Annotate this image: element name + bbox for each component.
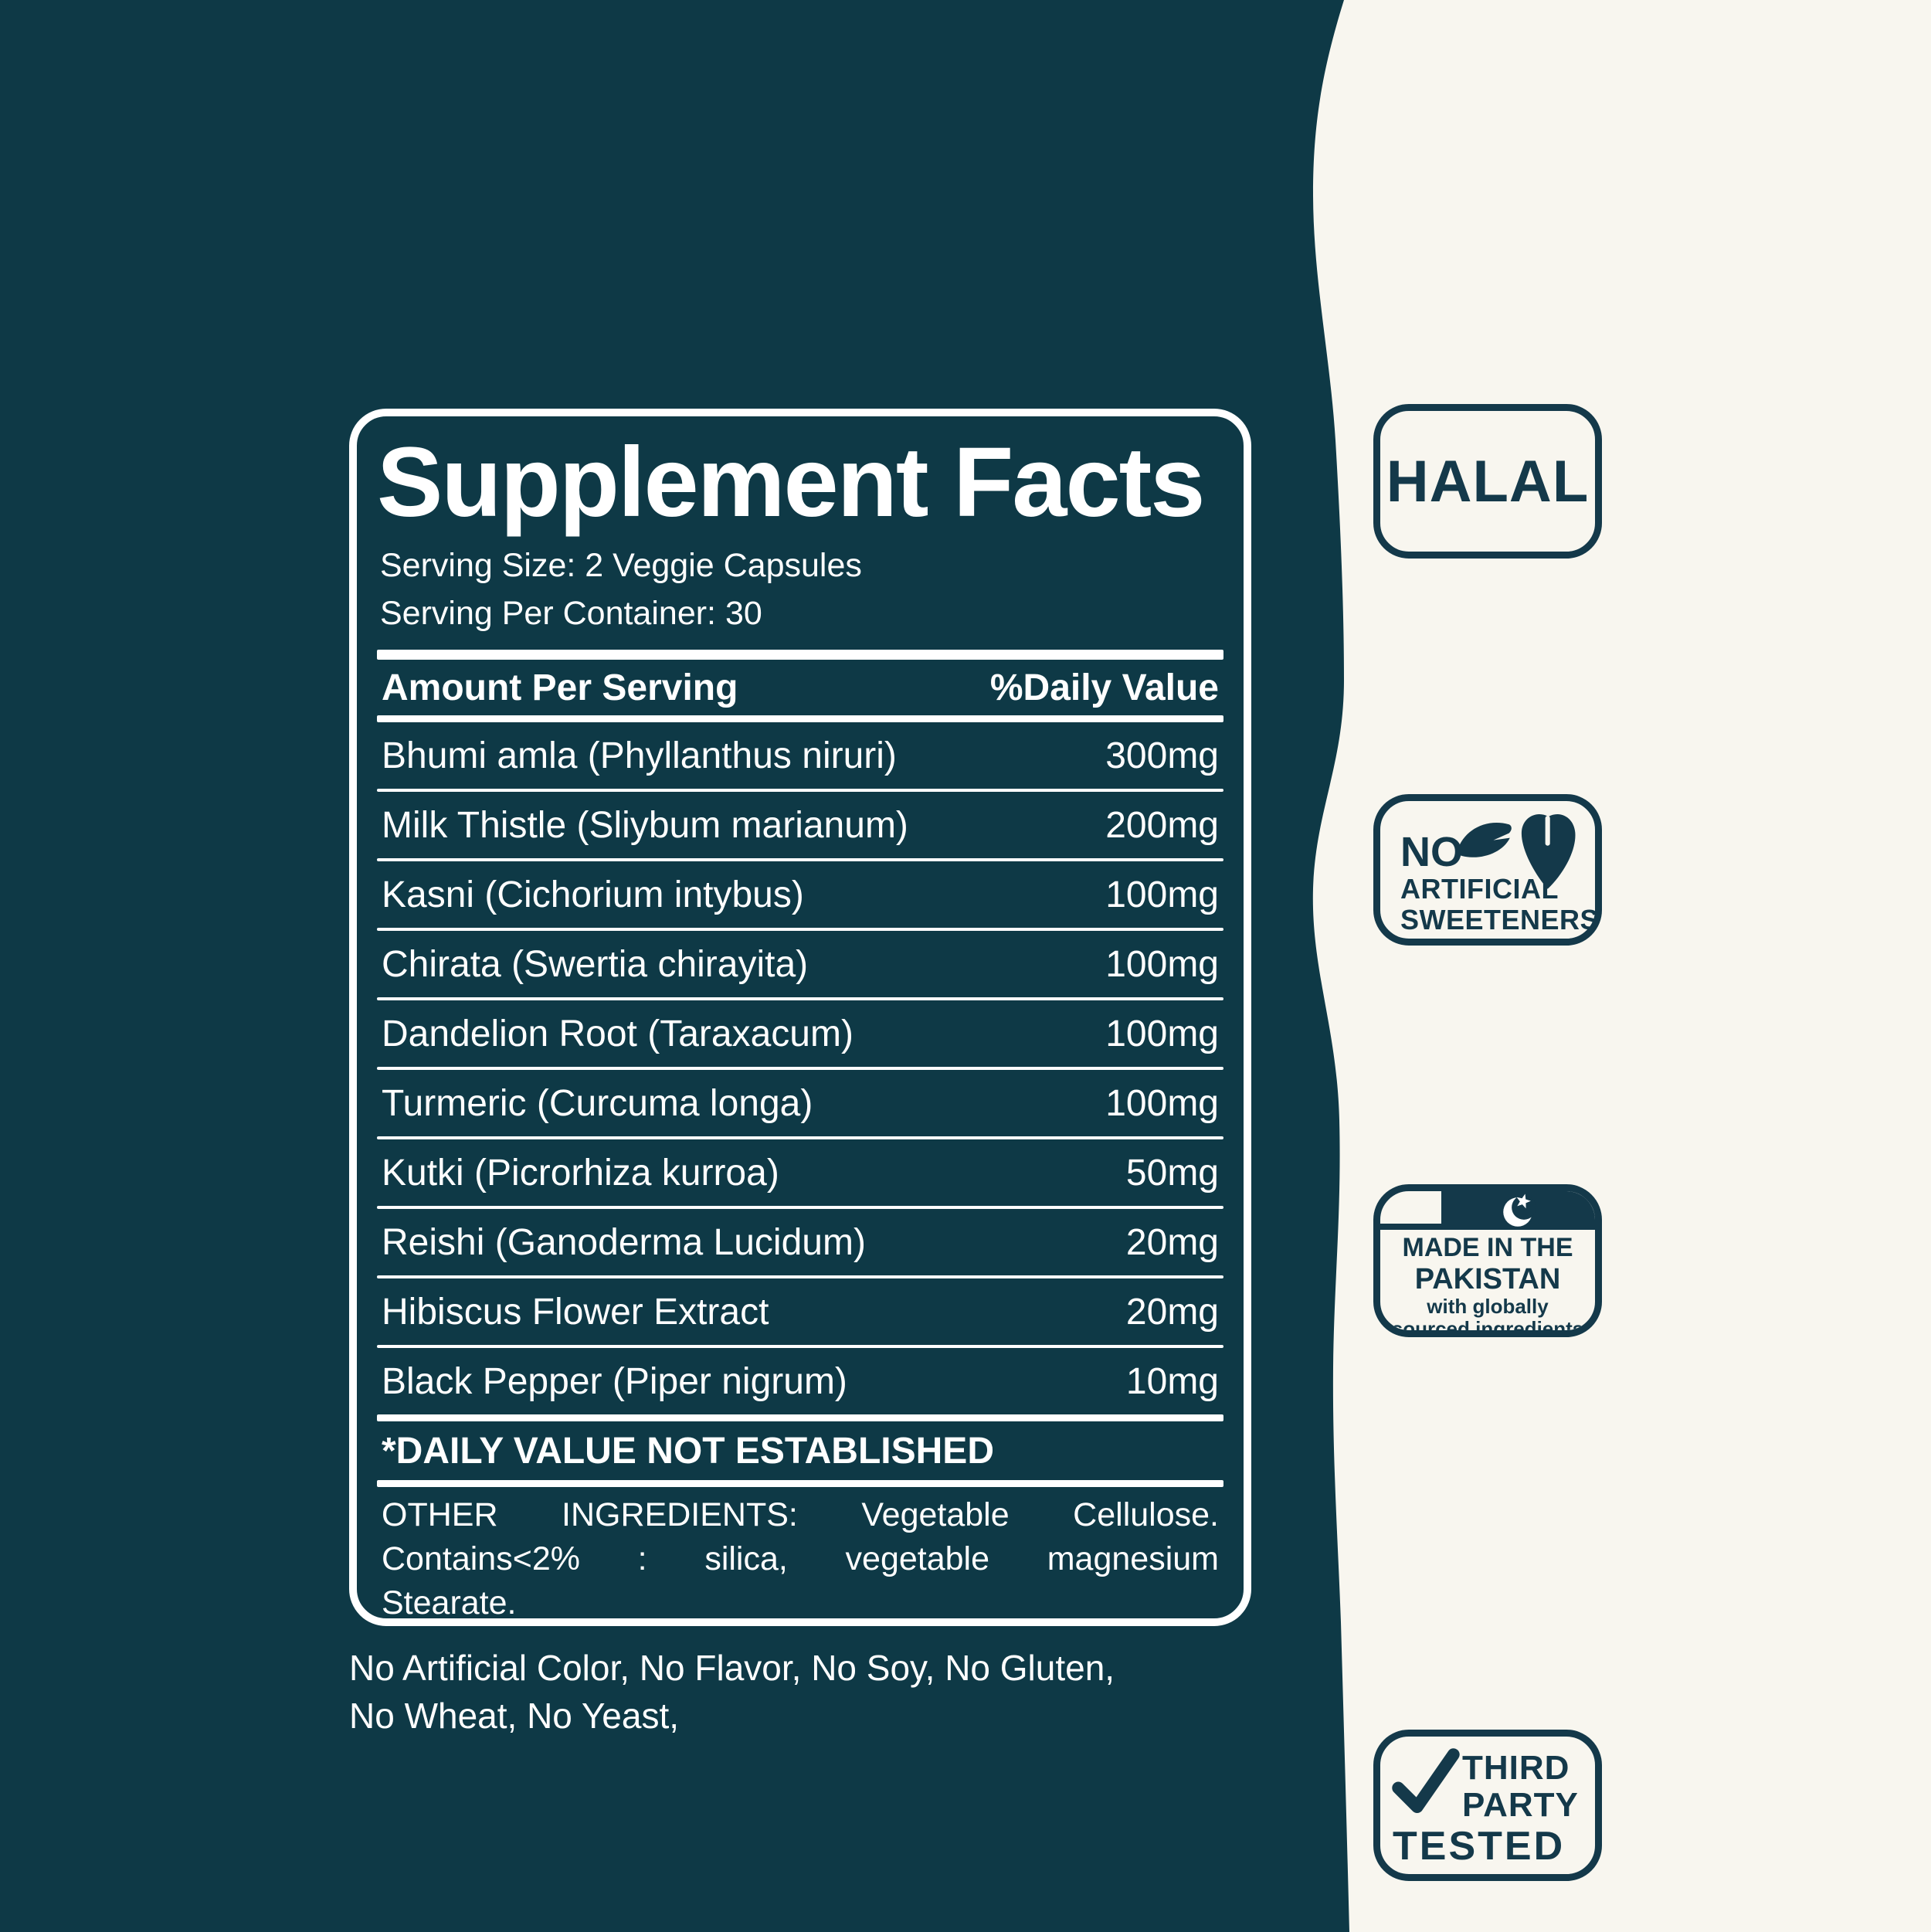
crescent-star-icon xyxy=(1503,1193,1536,1227)
other-ingredients: OTHER INGREDIENTS: Vegetable Cellulose. … xyxy=(382,1493,1219,1625)
pakistan-flag xyxy=(1380,1191,1595,1230)
table-row: Kutki (Picrorhiza kurroa) 50mg xyxy=(377,1139,1223,1206)
supplement-facts-box: Supplement Facts Serving Size: 2 Veggie … xyxy=(349,409,1251,1626)
table-row: Dandelion Root (Taraxacum) 100mg xyxy=(377,1000,1223,1067)
no-sweeteners-line: ARTIFICIAL xyxy=(1400,873,1559,905)
other-ingredients-line: Stearate. xyxy=(382,1584,517,1621)
ingredient-amount: 20mg xyxy=(1125,1221,1219,1263)
table-row: Chirata (Swertia chirayita) 100mg xyxy=(377,931,1223,997)
made-in-line: MADE IN THE xyxy=(1402,1233,1573,1262)
other-ingredients-line: OTHER INGREDIENTS: Vegetable Cellulose. xyxy=(382,1496,1219,1533)
free-from-line: No Artificial Color, No Flavor, No Soy, … xyxy=(349,1648,1115,1688)
ingredient-amount: 300mg xyxy=(1105,735,1219,776)
panel-title: Supplement Facts xyxy=(377,427,1205,538)
table-header: Amount Per Serving %Daily Value xyxy=(377,660,1223,715)
ingredient-name: Milk Thistle (Sliybum marianum) xyxy=(382,804,908,846)
free-from-line: No Wheat, No Yeast, xyxy=(349,1696,680,1736)
ingredient-name: Black Pepper (Piper nigrum) xyxy=(382,1360,847,1402)
ingredient-name: Kutki (Picrorhiza kurroa) xyxy=(382,1152,779,1193)
made-in-line: sourced ingredients xyxy=(1391,1317,1584,1337)
row-divider xyxy=(377,1136,1223,1139)
divider xyxy=(377,1480,1223,1487)
table-row: Kasni (Cichorium intybus) 100mg xyxy=(377,861,1223,928)
pakistan-flag-green-band xyxy=(1447,1191,1595,1230)
ingredient-amount: 20mg xyxy=(1125,1291,1219,1333)
table-row: Hibiscus Flower Extract 20mg xyxy=(377,1278,1223,1345)
checkmark-icon xyxy=(1392,1748,1460,1813)
table-row: Black Pepper (Piper nigrum) 10mg xyxy=(377,1348,1223,1414)
daily-value-footnote: *DAILY VALUE NOT ESTABLISHED xyxy=(382,1430,994,1472)
ingredient-amount: 100mg xyxy=(1105,874,1219,915)
row-divider xyxy=(377,928,1223,931)
ingredient-amount: 200mg xyxy=(1105,804,1219,846)
leaves-icon xyxy=(1457,813,1576,889)
made-in-line: with globally xyxy=(1427,1295,1549,1318)
divider xyxy=(377,650,1223,660)
row-divider xyxy=(377,1206,1223,1209)
serving-size: Serving Size: 2 Veggie Capsules xyxy=(380,547,862,584)
ingredient-name: Chirata (Swertia chirayita) xyxy=(382,943,809,985)
no-sweeteners-line: SWEETENERS xyxy=(1400,904,1600,935)
ingredient-amount: 50mg xyxy=(1125,1152,1219,1193)
ingredient-amount: 100mg xyxy=(1105,1082,1219,1124)
no-sweeteners-line: NO xyxy=(1400,829,1463,875)
row-divider xyxy=(377,858,1223,861)
servings-per-container: Serving Per Container: 30 xyxy=(380,595,762,632)
halal-badge: HALAL xyxy=(1373,404,1602,559)
ingredient-name: Bhumi amla (Phyllanthus niruri) xyxy=(382,735,897,776)
free-from-note: No Artificial Color, No Flavor, No Soy, … xyxy=(349,1644,1322,1740)
ingredient-name: Reishi (Ganoderma Lucidum) xyxy=(382,1221,866,1263)
halal-label: HALAL xyxy=(1386,448,1590,514)
ingredient-name: Dandelion Root (Taraxacum) xyxy=(382,1013,854,1054)
ingredient-amount: 100mg xyxy=(1105,943,1219,985)
ingredient-name: Turmeric (Curcuma longa) xyxy=(382,1082,813,1124)
third-party-line: PARTY xyxy=(1462,1786,1579,1824)
made-in-line: PAKISTAN xyxy=(1414,1263,1561,1295)
table-row: Milk Thistle (Sliybum marianum) 200mg xyxy=(377,792,1223,858)
column-amount-per-serving: Amount Per Serving xyxy=(382,667,738,708)
row-divider xyxy=(377,1275,1223,1278)
divider xyxy=(377,715,1223,722)
third-party-line: TESTED xyxy=(1393,1824,1566,1869)
row-divider xyxy=(377,997,1223,1000)
third-party-line: THIRD xyxy=(1462,1749,1570,1787)
row-divider xyxy=(377,1345,1223,1348)
no-artificial-sweeteners-badge: NO ARTIFICIAL SWEETENERS xyxy=(1373,794,1602,946)
table-row: Turmeric (Curcuma longa) 100mg xyxy=(377,1070,1223,1136)
pakistan-flag-white-band xyxy=(1380,1191,1447,1230)
ingredient-amount: 100mg xyxy=(1105,1013,1219,1054)
row-divider xyxy=(377,1067,1223,1070)
ingredient-name: Kasni (Cichorium intybus) xyxy=(382,874,804,915)
row-divider xyxy=(377,789,1223,792)
ingredient-name: Hibiscus Flower Extract xyxy=(382,1291,769,1333)
ingredient-amount: 10mg xyxy=(1125,1360,1219,1402)
table-row: Reishi (Ganoderma Lucidum) 20mg xyxy=(377,1209,1223,1275)
column-daily-value: %Daily Value xyxy=(989,667,1219,708)
third-party-tested-badge: THIRD PARTY TESTED xyxy=(1373,1730,1602,1881)
divider xyxy=(377,1414,1223,1421)
other-ingredients-line: Contains<2% : silica, vegetable magnesiu… xyxy=(382,1540,1219,1577)
table-row: Bhumi amla (Phyllanthus niruri) 300mg xyxy=(377,722,1223,789)
made-in-pakistan-badge: MADE IN THE PAKISTAN with globally sourc… xyxy=(1373,1184,1602,1337)
